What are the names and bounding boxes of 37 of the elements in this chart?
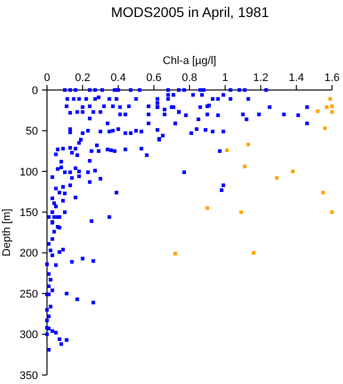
y-tick-label: 150 [20, 206, 38, 219]
x-tick-label: 0.8 [182, 72, 198, 84]
x-tick-label: 1 [222, 72, 228, 84]
x-tick-label: 0.6 [146, 72, 162, 84]
point [252, 251, 256, 255]
point [206, 206, 210, 210]
point [330, 110, 334, 114]
point [239, 210, 243, 214]
point [330, 104, 334, 108]
x-tick-label: 0.2 [74, 72, 90, 84]
y-tick-label: 300 [20, 329, 38, 342]
x-tick-label: 0 [44, 72, 50, 84]
x-tick-label: 1.2 [253, 72, 268, 84]
point [328, 97, 332, 101]
point [291, 170, 295, 174]
point [330, 210, 334, 214]
y-tick-label: 200 [20, 248, 38, 260]
point [242, 164, 247, 168]
x-tick-label: 0.4 [110, 72, 126, 84]
y-tick-label: 0 [32, 84, 38, 97]
point [316, 109, 320, 113]
point [173, 252, 178, 256]
y-tick-label: 50 [26, 126, 38, 138]
y-axis-title: Depth [m] [1, 208, 13, 256]
point [246, 142, 250, 146]
x-tick-label: 1.6 [324, 72, 340, 84]
point [225, 148, 229, 152]
point [321, 190, 325, 194]
x-axis-title: Chl-a [µg/l] [162, 55, 216, 67]
chart-title: MODS2005 in April, 1981 [111, 4, 270, 20]
y-tick-label: 250 [20, 288, 38, 300]
x-tick-label: 1.4 [288, 72, 304, 84]
point [324, 105, 328, 109]
point [274, 176, 279, 180]
point [323, 126, 327, 130]
y-tick-label: 350 [20, 370, 38, 382]
y-tick-label: 100 [20, 166, 38, 178]
